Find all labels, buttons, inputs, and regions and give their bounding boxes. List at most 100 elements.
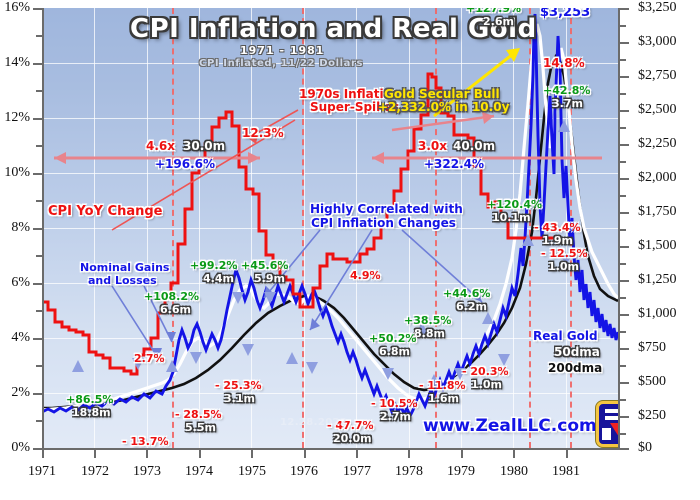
bottom-axis-tick [199, 450, 201, 458]
annotation-gold-dn-25-dur: 3.1m [224, 392, 255, 405]
annotation-gold-bull-1: Gold Secular Bull [384, 87, 500, 101]
annotation-gold-bull-2: +2,332.0% in 10.0y [378, 100, 510, 114]
chart-subtitle: 1971 - 1981 [240, 44, 325, 57]
x-tick-label-1977: 1977 [343, 464, 371, 479]
right-tick-label-1000: $1,000 [638, 306, 677, 321]
right-axis-tick [620, 110, 629, 112]
right-axis-minor-tick [620, 399, 626, 401]
gridline-h [42, 393, 618, 394]
left-axis-tick [33, 448, 42, 450]
left-axis-tick [33, 173, 42, 175]
right-axis-minor-tick [620, 195, 626, 197]
annotation-gold-dn-20: - 20.3% [462, 365, 509, 378]
annotation-gold-peak-value: $3,253 [540, 8, 591, 20]
annotation-nominal-gains-2: and Losses [88, 274, 157, 287]
annotation-gold-up-42: +42.8% [543, 84, 591, 97]
gridline-v [513, 8, 515, 448]
right-axis-line [618, 8, 620, 450]
annotation-gold-dn-12: - 12.5% [541, 247, 588, 260]
left-axis-tick [33, 8, 42, 10]
x-tick-label-1976: 1976 [290, 464, 318, 479]
annotation-gold-dn-11-dur: 1.6m [428, 392, 459, 405]
left-tick-label-10: 10% [4, 165, 30, 180]
annotation-gold-up-108-dur: 6.6m [160, 303, 191, 316]
gridline-h [42, 338, 618, 339]
correlated-leaders [263, 229, 483, 331]
marker-line-4 [529, 8, 531, 448]
annotation-cpi-peak-1974: 12.3% [242, 126, 284, 140]
annotation-gold-up-86: +86.5% [66, 393, 114, 406]
annotation-gold-up-99: +99.2% [190, 259, 238, 272]
gridline-v [565, 8, 567, 448]
annotation-span-right-months: 40.0m [453, 139, 496, 153]
x-tick-label-1974: 1974 [185, 464, 213, 479]
gridline-v [303, 8, 305, 448]
gridline-v [199, 8, 200, 448]
annotation-gold-dn-12-dur: 1.0m [548, 260, 579, 273]
right-axis-minor-tick [620, 263, 626, 265]
right-tick-label-3250: $3,250 [638, 0, 677, 15]
annotation-gold-up-45: +45.6% [241, 259, 289, 272]
annotation-gold-up-44: +44.6% [443, 287, 491, 300]
bottom-axis-tick [408, 450, 410, 458]
bottom-axis-tick [146, 450, 148, 458]
right-tick-label-2000: $2,000 [638, 170, 677, 185]
right-tick-label-1500: $1,500 [638, 238, 677, 253]
right-axis-minor-tick [620, 331, 626, 333]
right-tick-label-1250: $1,250 [638, 272, 677, 287]
annotation-span-left-months: 30.0m [183, 139, 226, 153]
annotation-gold-dn-47-dur: 20.0m [333, 432, 372, 445]
left-tick-label-4: 4% [11, 330, 30, 345]
left-tick-label-12: 12% [4, 110, 30, 125]
website-url[interactable]: www.ZealLLC.com [423, 416, 597, 436]
annotation-correlated-2: CPI Inflation Changes [311, 216, 456, 230]
legend-real-gold: Real Gold [533, 329, 598, 343]
left-axis-minor-tick [36, 35, 42, 37]
right-tick-label-3000: $3,000 [638, 34, 677, 49]
annotation-gold-dn-10-dur: 2.7m [380, 410, 411, 423]
zeal-llc-logo[interactable] [596, 401, 618, 447]
series-real-gold [42, 13, 618, 420]
annotation-cpi-trough-1976: 4.9% [350, 269, 381, 282]
annotation-superspikes-1: 1970s Inflation [299, 87, 401, 101]
legend-50dma: 50dma [554, 345, 600, 359]
annotation-gold-dn-47: - 47.7% [327, 419, 374, 432]
caret-markers [72, 22, 572, 386]
annotation-gold-up-38: +38.5% [404, 314, 452, 327]
span-arrow-top [391, 112, 495, 132]
left-axis-minor-tick [36, 255, 42, 257]
left-axis-minor-tick [36, 200, 42, 202]
nominal-leaders [111, 285, 176, 359]
annotation-gold-up-99-dur: 4.4m [203, 272, 234, 285]
annotation-gold-dn-43: - 43.4% [534, 221, 581, 234]
gridline-h [42, 173, 618, 174]
marker-line-3 [435, 8, 437, 448]
gridline-v [146, 8, 148, 448]
bottom-axis-tick [304, 450, 306, 458]
x-tick-label-1980: 1980 [500, 464, 528, 479]
bottom-axis-tick [513, 450, 515, 458]
right-axis-minor-tick [620, 127, 626, 129]
gold-bull-arrow [433, 48, 520, 118]
right-tick-label-1750: $1,750 [638, 204, 677, 219]
right-axis-tick [620, 42, 629, 44]
right-tick-label-2750: $2,750 [638, 68, 677, 83]
x-tick-label-1975: 1975 [238, 464, 266, 479]
bottom-axis-tick [94, 450, 96, 458]
x-tick-label-1981: 1981 [552, 464, 580, 479]
right-axis-minor-tick [620, 25, 626, 27]
series-svg [42, 13, 618, 420]
annotation-gold-up-50-dur: 6.8m [379, 345, 410, 358]
right-tick-label-0: $0 [638, 440, 652, 455]
gridline-v [251, 8, 253, 448]
legend-200dma: 200dma [548, 361, 603, 375]
annotation-correlated-1: Highly Correlated with [310, 202, 463, 216]
series-cpi-yoy [42, 72, 562, 376]
right-axis-minor-tick [620, 433, 626, 435]
span-arrow-left [54, 152, 260, 164]
bottom-axis-tick [42, 450, 44, 458]
chart-subtitle-2: CPI Inflated, 11/22 Dollars [199, 58, 364, 69]
annotation-nominal-gains-1: Nominal Gains [80, 261, 170, 274]
left-axis-tick [33, 393, 42, 395]
annotation-superspikes-2: Super-Spikes [310, 100, 400, 114]
